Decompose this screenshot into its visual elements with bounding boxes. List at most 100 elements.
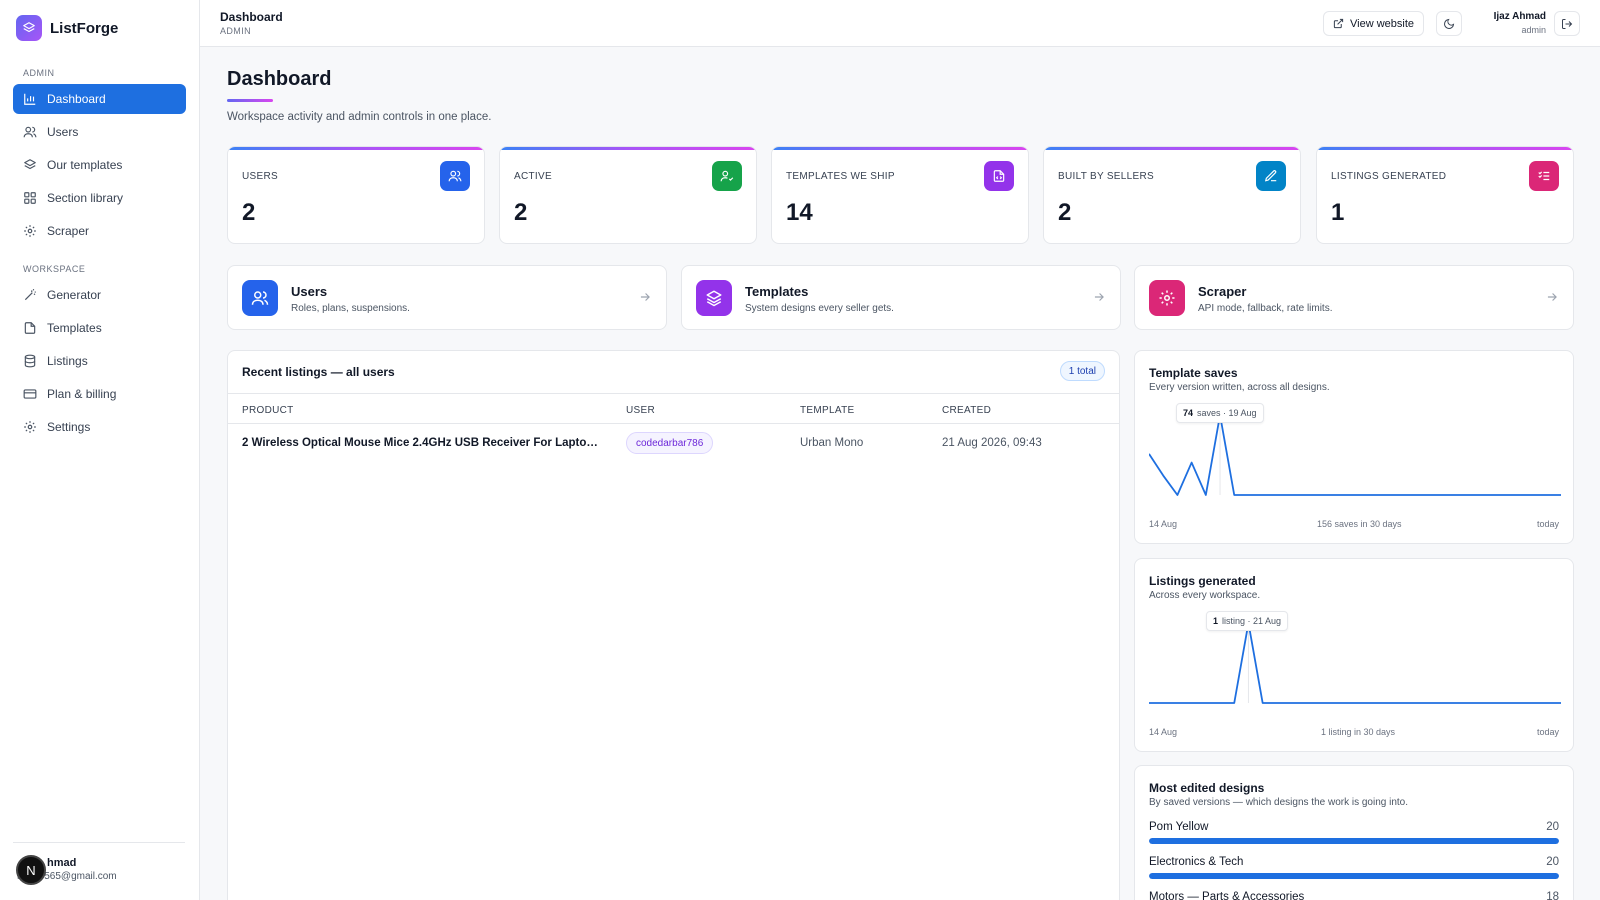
title-underline — [227, 99, 273, 102]
stat-label: TEMPLATES WE SHIP — [786, 171, 895, 182]
layers-icon — [16, 15, 42, 41]
gear-icon — [23, 224, 37, 238]
sidebar-item-users[interactable]: Users — [13, 117, 186, 147]
nav-section-workspace: WORKSPACE — [23, 264, 86, 274]
design-bar-track — [1149, 873, 1559, 879]
sidebar-user-name: hmad — [47, 857, 77, 869]
sidebar-item-templates[interactable]: Templates — [13, 313, 186, 343]
sidebar-item-generator[interactable]: Generator — [13, 280, 186, 310]
topbar: Dashboard ADMIN View website Ijaz Ahmad … — [200, 0, 1600, 47]
logout-icon — [1562, 18, 1573, 29]
chart-title: Listings generated — [1149, 574, 1256, 588]
column-header-user[interactable]: USER — [626, 405, 655, 416]
n-badge[interactable]: N — [16, 855, 46, 885]
logout-button[interactable] — [1554, 11, 1580, 36]
stat-value: 1 — [1331, 199, 1345, 226]
sidebar-item-label: Our templates — [47, 158, 123, 172]
sidebar-item-scraper[interactable]: Scraper — [13, 216, 186, 246]
sidebar-item-label: Listings — [47, 354, 88, 368]
stat-card-listings-generated: LISTINGS GENERATED 1 — [1316, 146, 1574, 244]
cell-product[interactable]: 2 Wireless Optical Mouse Mice 2.4GHz USB… — [242, 437, 602, 449]
listings-generated-chart[interactable] — [1149, 611, 1561, 711]
sidebar-item-settings[interactable]: Settings — [13, 412, 186, 442]
template-saves-chart[interactable] — [1149, 403, 1561, 503]
users-icon — [242, 280, 278, 316]
external-link-icon — [1333, 18, 1344, 29]
column-header-product[interactable]: PRODUCT — [242, 405, 294, 416]
design-row[interactable]: Motors — Parts & Accessories 18 — [1149, 891, 1559, 900]
sidebar-item-plan-billing[interactable]: Plan & billing — [13, 379, 186, 409]
nav-section-admin: ADMIN — [23, 68, 55, 78]
sidebar-item-section-library[interactable]: Section library — [13, 183, 186, 213]
sidebar-item-dashboard[interactable]: Dashboard — [13, 84, 186, 114]
brand[interactable]: ListForge — [0, 0, 199, 56]
design-row[interactable]: Electronics & Tech 20 — [1149, 856, 1559, 890]
gear-icon — [1149, 280, 1185, 316]
view-website-label: View website — [1350, 17, 1414, 30]
user-chip[interactable]: codedarbar786 — [626, 432, 714, 454]
brand-name: ListForge — [50, 19, 119, 37]
quick-link-title: Users — [291, 284, 328, 299]
sidebar-item-our-templates[interactable]: Our templates — [13, 150, 186, 180]
chart-subtitle: Across every workspace. — [1149, 590, 1261, 601]
sidebar-item-listings[interactable]: Listings — [13, 346, 186, 376]
design-count: 20 — [1546, 821, 1559, 833]
stat-card-built-by-sellers: BUILT BY SELLERS 2 — [1043, 146, 1301, 244]
stat-value: 14 — [786, 199, 813, 226]
designs-subtitle: By saved versions — which designs the wo… — [1149, 797, 1409, 808]
listings-generated-card: Listings generated Across every workspac… — [1134, 558, 1574, 752]
quick-link-templates[interactable]: Templates System designs every seller ge… — [681, 265, 1121, 330]
sidebar-item-label: Templates — [47, 321, 102, 335]
arrow-right-icon — [1094, 293, 1104, 301]
chart-title: Template saves — [1149, 366, 1238, 380]
designs-title: Most edited designs — [1149, 781, 1265, 795]
design-name: Pom Yellow — [1149, 821, 1209, 833]
stat-label: ACTIVE — [514, 171, 552, 182]
sidebar-user-email: s...m4565@gmail.com — [17, 871, 117, 882]
arrow-right-icon — [640, 293, 650, 301]
column-header-template[interactable]: TEMPLATE — [800, 405, 855, 416]
topbar-user-role: admin — [1521, 25, 1546, 35]
list-check-icon — [1529, 161, 1559, 191]
quick-link-desc: Roles, plans, suspensions. — [291, 303, 410, 314]
chart-summary: 156 saves in 30 days — [1317, 519, 1402, 529]
chart-tooltip: 74 saves · 19 Aug — [1176, 403, 1264, 423]
design-row[interactable]: Pom Yellow 20 — [1149, 821, 1559, 855]
stat-card-users: USERS 2 — [227, 146, 485, 244]
quick-link-users[interactable]: Users Roles, plans, suspensions. — [227, 265, 667, 330]
design-bar-fill — [1149, 873, 1559, 879]
view-website-button[interactable]: View website — [1323, 11, 1424, 36]
stat-label: BUILT BY SELLERS — [1058, 171, 1154, 182]
chart-end-label: today — [1536, 727, 1559, 737]
bar-chart-icon — [23, 92, 37, 106]
file-icon — [23, 321, 37, 335]
theme-toggle-button[interactable] — [1436, 11, 1462, 36]
layers-icon — [23, 158, 37, 172]
topbar-subtitle: ADMIN — [220, 26, 251, 36]
page-subtitle: Workspace activity and admin controls in… — [227, 111, 492, 123]
tooltip-value: 1 — [1213, 616, 1219, 626]
sidebar-item-label: Settings — [47, 420, 91, 434]
chart-end-label: today — [1536, 519, 1559, 529]
sidebar: ListForge ADMIN Dashboard Users Our temp… — [0, 0, 200, 900]
most-edited-designs-card: Most edited designs By saved versions — … — [1134, 765, 1574, 900]
template-saves-card: Template saves Every version written, ac… — [1134, 350, 1574, 544]
sidebar-user[interactable]: hmad s...m4565@gmail.com N — [13, 842, 185, 885]
stat-label: USERS — [242, 171, 278, 182]
pencil-icon — [1256, 161, 1286, 191]
cell-created: 21 Aug 2026, 09:43 — [942, 437, 1042, 449]
tooltip-value: 74 — [1183, 408, 1194, 418]
users-icon — [23, 125, 37, 139]
layers-icon — [696, 280, 732, 316]
quick-link-scraper[interactable]: Scraper API mode, fallback, rate limits. — [1134, 265, 1574, 330]
series-line — [1149, 414, 1561, 496]
user-check-icon — [712, 161, 742, 191]
chart-summary: 1 listing in 30 days — [1321, 727, 1396, 737]
column-header-created[interactable]: CREATED — [942, 405, 992, 416]
stat-card-templates-we-ship: TEMPLATES WE SHIP 14 — [771, 146, 1029, 244]
file-icon — [984, 161, 1014, 191]
design-count: 20 — [1546, 856, 1559, 868]
topbar-user-name: Ijaz Ahmad — [1493, 11, 1546, 22]
table-row[interactable]: 2 Wireless Optical Mouse Mice 2.4GHz USB… — [228, 424, 1119, 464]
quick-link-title: Scraper — [1198, 284, 1247, 299]
